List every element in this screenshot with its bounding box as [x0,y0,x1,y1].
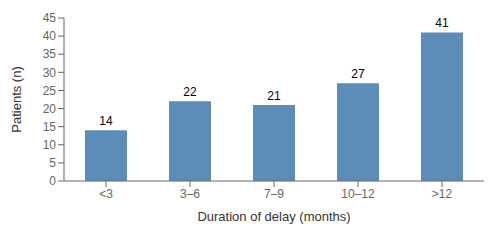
svg-text:30: 30 [43,66,57,80]
svg-text:10: 10 [43,138,57,152]
svg-text:41: 41 [435,16,449,30]
svg-text:20: 20 [43,102,57,116]
svg-text:14: 14 [99,114,113,128]
svg-text:Patients (n): Patients (n) [9,66,24,132]
svg-text:21: 21 [267,89,281,103]
svg-text:5: 5 [49,156,56,170]
svg-text:35: 35 [43,47,57,61]
svg-text:Duration of delay (months): Duration of delay (months) [197,209,350,224]
svg-text:15: 15 [43,120,57,134]
svg-text:3–6: 3–6 [180,187,200,201]
svg-text:40: 40 [43,29,57,43]
svg-text:0: 0 [49,174,56,188]
svg-text:25: 25 [43,84,57,98]
svg-text:27: 27 [351,67,365,81]
svg-text:22: 22 [183,85,197,99]
svg-text:10–12: 10–12 [341,187,375,201]
svg-text:7–9: 7–9 [264,187,284,201]
svg-text:<3: <3 [99,187,113,201]
svg-text:45: 45 [43,11,57,25]
svg-text:>12: >12 [432,187,453,201]
